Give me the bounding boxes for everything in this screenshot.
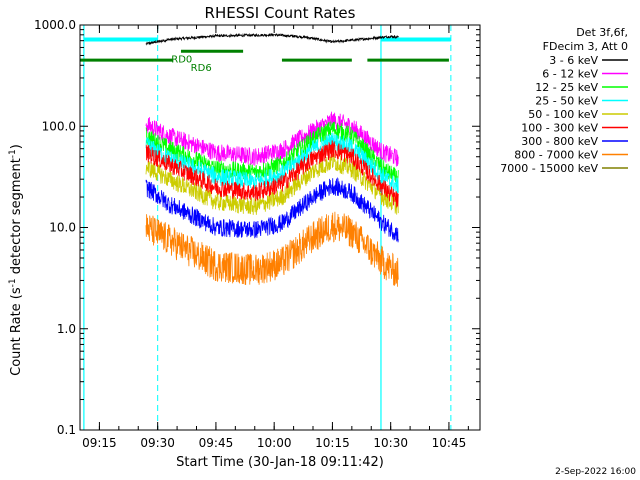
legend-label: 7000 - 15000 keV <box>500 162 598 175</box>
series-line <box>145 211 399 287</box>
y-tick-label: 1.0 <box>57 322 76 336</box>
legend-label: 25 - 50 keV <box>535 95 598 108</box>
series-line <box>145 153 399 215</box>
legend-label: 50 - 100 keV <box>528 108 598 121</box>
legend-label: 300 - 800 keV <box>521 135 598 148</box>
series-line <box>145 132 399 195</box>
axes-group: 0.1 1.0 10.0 100.0 1000.0 09:15 09:30 09:45 10:0… <box>34 18 481 450</box>
legend-header: Det 3f,6f, <box>576 26 628 39</box>
x-axis-label: Start Time (30-Jan-18 09:11:42) <box>176 455 384 470</box>
series-line <box>145 32 399 46</box>
x-tick-label: 09:45 <box>199 436 234 450</box>
series-line <box>145 121 399 187</box>
legend-label: 3 - 6 keV <box>549 54 598 67</box>
x-tick-label: 10:15 <box>315 436 350 450</box>
y-tick-label: 0.1 <box>57 423 76 437</box>
x-tick-label: 09:15 <box>82 436 117 450</box>
y-tick-label: 100.0 <box>42 119 76 133</box>
y-tick-label: 1000.0 <box>34 18 76 32</box>
legend-label: 100 - 300 keV <box>521 122 598 135</box>
y-axis-label-main: Count Rate (s <box>9 287 24 376</box>
x-tick-label: 10:45 <box>432 436 467 450</box>
interval-label: RD6 <box>191 63 212 74</box>
legend-label: 12 - 25 keV <box>535 81 598 94</box>
date-stamp: 2-Sep-2022 16:00 <box>555 467 636 477</box>
x-tick-label: 09:30 <box>140 436 175 450</box>
y-axis-label-end: ) <box>9 144 24 149</box>
series-line <box>145 176 399 243</box>
chart-title: RHESSI Count Rates <box>205 4 356 22</box>
y-axis-label-sup2: -1 <box>8 149 18 158</box>
y-axis-label: Count Rate (s-1 detector segment-1) <box>8 144 24 376</box>
legend-label: 6 - 12 keV <box>542 68 598 81</box>
y-tick-label: 10.0 <box>49 221 76 235</box>
y-axis-label-sup: -1 <box>8 278 18 287</box>
x-tick-label: 10:30 <box>373 436 408 450</box>
interval-label: RD0 <box>171 54 192 65</box>
x-tick-label: 10:00 <box>257 436 292 450</box>
legend-header: FDecim 3, Att 0 <box>543 40 628 53</box>
series-group <box>145 32 399 287</box>
series-line <box>145 140 399 208</box>
legend-label: 800 - 7000 keV <box>514 149 598 162</box>
y-axis-label-rest: detector segment <box>9 158 24 278</box>
